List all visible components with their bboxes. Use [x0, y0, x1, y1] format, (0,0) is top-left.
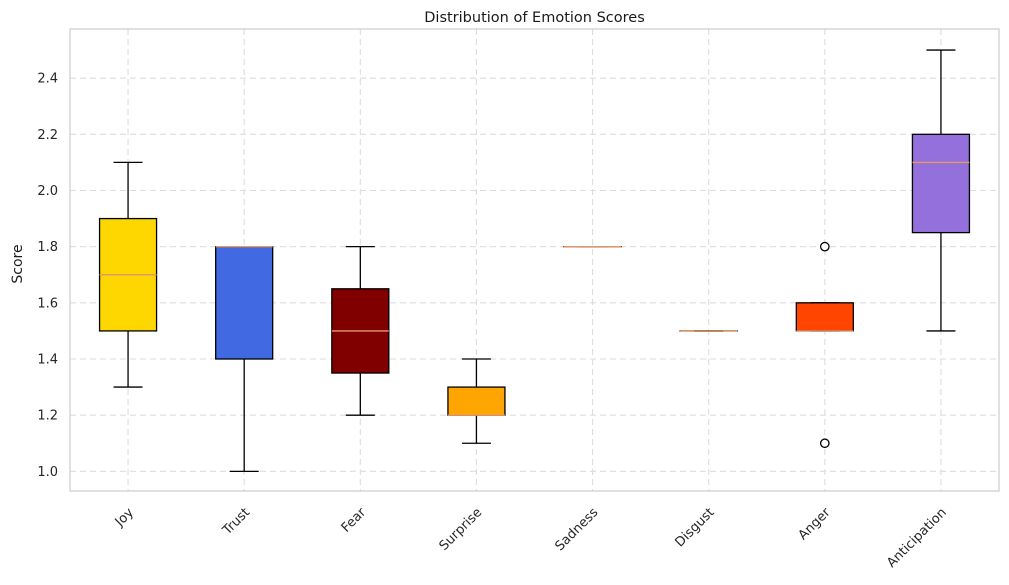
x-tick-label: Disgust: [672, 505, 717, 550]
x-tick-label: Anticipation: [884, 505, 950, 571]
box-trust: [215, 245, 274, 472]
x-tick-label: Fear: [339, 505, 370, 536]
y-tick-label: 1.0: [37, 465, 58, 480]
x-tick-label: Sadness: [552, 505, 601, 554]
box-iqr: [795, 302, 854, 332]
y-tick-label: 1.8: [37, 240, 58, 255]
box-iqr: [911, 133, 971, 234]
x-tick-labels: Joy Trust Fear Surprise Sadness Disgust Anger A…: [112, 505, 950, 571]
box-fear: [331, 246, 390, 416]
box-iqr: [447, 386, 506, 416]
box-surprise: [447, 358, 506, 444]
grid-layer: [70, 29, 999, 491]
chart-title: Distribution of Emotion Scores: [424, 10, 645, 26]
plot-frame: [69, 28, 1000, 492]
box-layer: [98, 49, 971, 472]
x-tick-label: Anger: [796, 505, 834, 543]
x-tick-label: Joy: [112, 505, 137, 530]
x-tick-label: Trust: [219, 505, 253, 539]
box-anger: [795, 241, 854, 449]
box-anticipation: [911, 49, 971, 332]
y-tick-label: 2.2: [37, 128, 58, 143]
y-tick-labels: 1.0 1.2 1.4 1.6 1.8 2.0 2.2 2.4: [37, 72, 58, 480]
box-joy: [98, 161, 158, 388]
y-tick-label: 1.4: [37, 353, 58, 368]
outlier-point: [819, 241, 830, 252]
y-tick-label: 1.2: [37, 409, 58, 424]
x-tick-label: Surprise: [437, 505, 486, 554]
box-iqr: [215, 246, 274, 360]
y-tick-label: 2.0: [37, 184, 58, 199]
y-axis-label: Score: [10, 244, 26, 283]
y-tick-label: 2.4: [37, 72, 58, 87]
outlier-point: [819, 438, 830, 449]
y-tick-label: 1.6: [37, 296, 58, 311]
